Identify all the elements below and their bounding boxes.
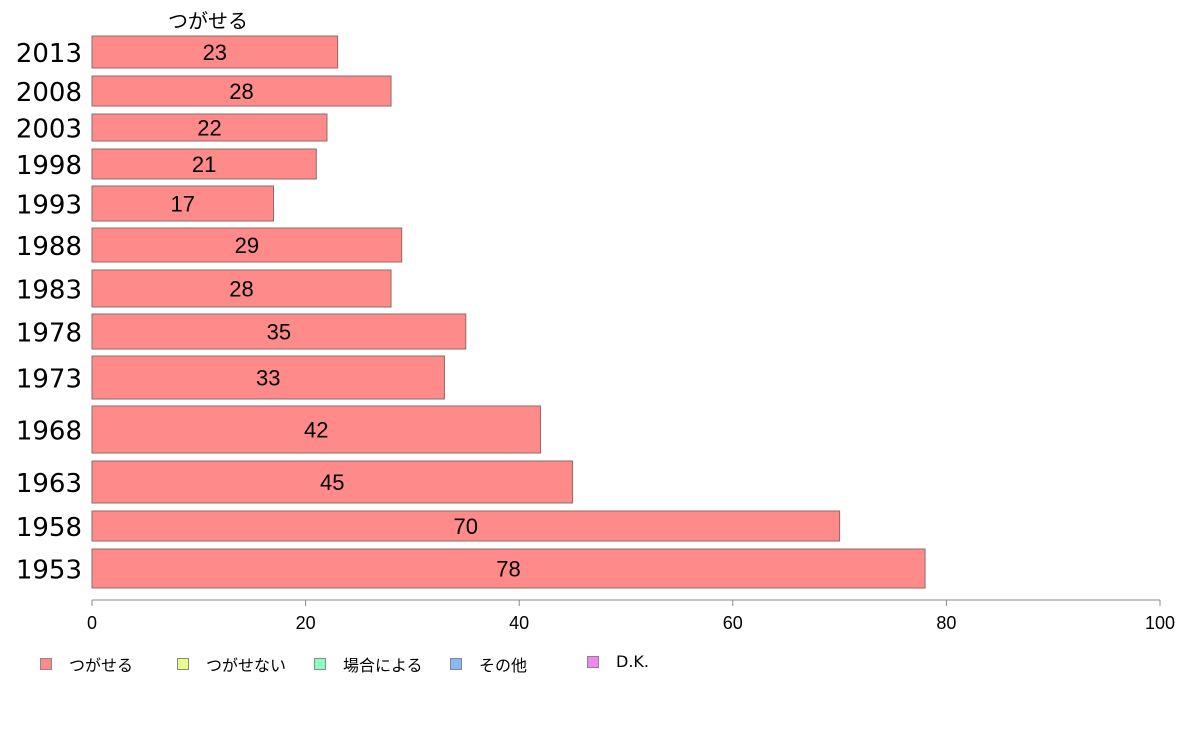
category-label-1988: 1988 xyxy=(16,232,82,262)
legend-item-2: 場合による xyxy=(314,652,423,676)
legend-swatch-0 xyxy=(40,658,52,670)
category-label-1978: 1978 xyxy=(16,319,82,349)
category-label-2003: 2003 xyxy=(16,115,82,145)
data-label-1993: 17 xyxy=(171,192,195,217)
legend-label-2: 場合による xyxy=(343,656,423,675)
legend-label-4: D.K. xyxy=(616,652,649,671)
data-label-1953: 78 xyxy=(496,557,520,582)
bar-2013 xyxy=(91,35,339,69)
legend-item-0: つがせる xyxy=(40,652,133,676)
bar-2008 xyxy=(91,75,392,107)
category-label-1993: 1993 xyxy=(16,191,82,221)
bar-1968 xyxy=(91,405,542,454)
category-label-1998: 1998 xyxy=(16,151,82,181)
category-label-1953: 1953 xyxy=(16,556,82,586)
category-label-1983: 1983 xyxy=(16,276,82,306)
bar-1988 xyxy=(91,227,403,263)
legend-item-3: その他 xyxy=(450,652,527,676)
data-label-1983: 28 xyxy=(229,277,253,302)
data-label-1988: 29 xyxy=(235,233,259,258)
category-label-2013: 2013 xyxy=(16,39,82,69)
category-label-2008: 2008 xyxy=(16,78,82,108)
data-label-1973: 33 xyxy=(256,366,280,391)
data-label-2013: 23 xyxy=(203,40,227,65)
legend-label-3: その他 xyxy=(479,656,528,675)
legend-label-1: つがせない xyxy=(206,656,287,675)
legend-item-1: つがせない xyxy=(177,652,286,676)
x-tick-label-80: 80 xyxy=(936,613,956,633)
x-tick-label-20: 20 xyxy=(296,613,316,633)
category-label-1963: 1963 xyxy=(16,469,82,499)
x-tick-label-0: 0 xyxy=(87,613,97,633)
bar-1958 xyxy=(91,510,841,542)
legend-item-4: D.K. xyxy=(587,652,649,671)
x-tick-label-40: 40 xyxy=(509,613,529,633)
legend-swatch-3 xyxy=(450,658,462,670)
bar-1963 xyxy=(91,460,574,504)
legend-swatch-1 xyxy=(177,658,189,670)
series-title: つがせる xyxy=(168,9,248,33)
data-label-1998: 21 xyxy=(192,152,216,177)
data-label-2003: 22 xyxy=(197,116,221,141)
category-label-1968: 1968 xyxy=(16,417,82,447)
category-label-1958: 1958 xyxy=(16,513,82,543)
data-label-1978: 35 xyxy=(267,320,291,345)
bar-1973 xyxy=(91,355,445,400)
bar-1983 xyxy=(91,269,392,308)
legend-swatch-4 xyxy=(587,655,599,668)
data-label-1958: 70 xyxy=(454,514,478,539)
bar-1993 xyxy=(91,185,275,222)
legend-label-0: つがせる xyxy=(69,656,134,675)
bar-1998 xyxy=(91,148,317,180)
data-label-1968: 42 xyxy=(304,418,328,443)
data-label-1963: 45 xyxy=(320,470,344,495)
data-label-2008: 28 xyxy=(229,79,253,104)
legend-swatch-2 xyxy=(314,658,326,670)
bar-chart: 23 2013 28 2008 22 2003 21 1998 17 1993 29 1988 28 19… xyxy=(16,35,1175,633)
x-tick-label-100: 100 xyxy=(1145,613,1175,633)
category-label-1973: 1973 xyxy=(16,365,82,395)
bar-1978 xyxy=(91,313,467,350)
bar-2003 xyxy=(91,113,328,142)
x-tick-label-60: 60 xyxy=(723,613,743,633)
bar-1953 xyxy=(91,548,926,589)
